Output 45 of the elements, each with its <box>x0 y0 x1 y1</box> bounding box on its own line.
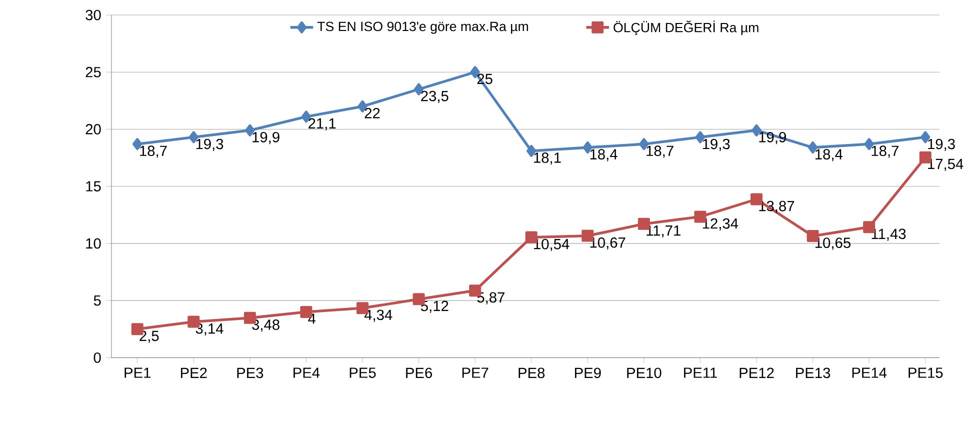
data-label: 17,54 <box>928 158 964 171</box>
data-label: 19,3 <box>928 138 955 151</box>
legend-label: TS EN ISO 9013'e göre max.Ra µm <box>317 22 528 34</box>
x-tick-label: PE12 <box>740 368 774 378</box>
data-label: 18,7 <box>646 146 674 158</box>
data-label: 22 <box>364 108 380 118</box>
x-tick-label: PE6 <box>406 368 432 378</box>
data-label: 10,67 <box>590 237 626 250</box>
y-tick-label: 10 <box>86 238 101 249</box>
x-tick-label: PE14 <box>852 368 887 378</box>
data-label: 18,7 <box>872 146 898 158</box>
legend-label: ÖLÇÜM DEĞERİ Ra µm <box>614 20 758 36</box>
data-label: 21,1 <box>308 118 336 130</box>
x-tick-label: PE1 <box>124 368 150 378</box>
x-tick-label: PE7 <box>462 368 488 378</box>
data-label: 18,1 <box>534 152 561 165</box>
x-tick-label: PE11 <box>684 368 717 378</box>
y-tick-label: 20 <box>86 124 101 134</box>
data-label: 19,9 <box>252 132 280 144</box>
data-label: 10,65 <box>816 238 850 250</box>
y-tick-label: 30 <box>86 10 101 20</box>
x-tick-label: PE9 <box>575 368 601 378</box>
data-label: 19,3 <box>196 138 224 151</box>
data-label: 23,5 <box>421 90 448 103</box>
data-label: 19,9 <box>759 132 786 144</box>
x-tick-label: PE3 <box>237 368 264 378</box>
y-tick-label: 25 <box>86 66 101 78</box>
x-tick-label: PE2 <box>180 368 207 378</box>
data-label: 18,4 <box>816 149 843 162</box>
data-label: 19,3 <box>702 138 730 151</box>
x-tick-label: PE4 <box>294 368 320 378</box>
x-tick-label: PE8 <box>518 368 545 378</box>
data-label: 4,34 <box>364 310 392 322</box>
x-tick-label: PE15 <box>908 368 943 378</box>
data-label: 18,4 <box>590 149 618 162</box>
x-tick-label: PE10 <box>627 368 662 378</box>
y-tick-label: 5 <box>94 295 101 306</box>
y-tick-label: 15 <box>86 181 101 192</box>
data-label: 3,48 <box>252 320 280 332</box>
data-label: 18,7 <box>140 146 167 158</box>
x-tick-label: PE13 <box>796 368 830 378</box>
data-label: 10,54 <box>534 238 570 251</box>
x-tick-label: PE5 <box>350 368 376 378</box>
data-label: 12,34 <box>702 218 738 230</box>
y-tick-label: 0 <box>94 352 101 363</box>
